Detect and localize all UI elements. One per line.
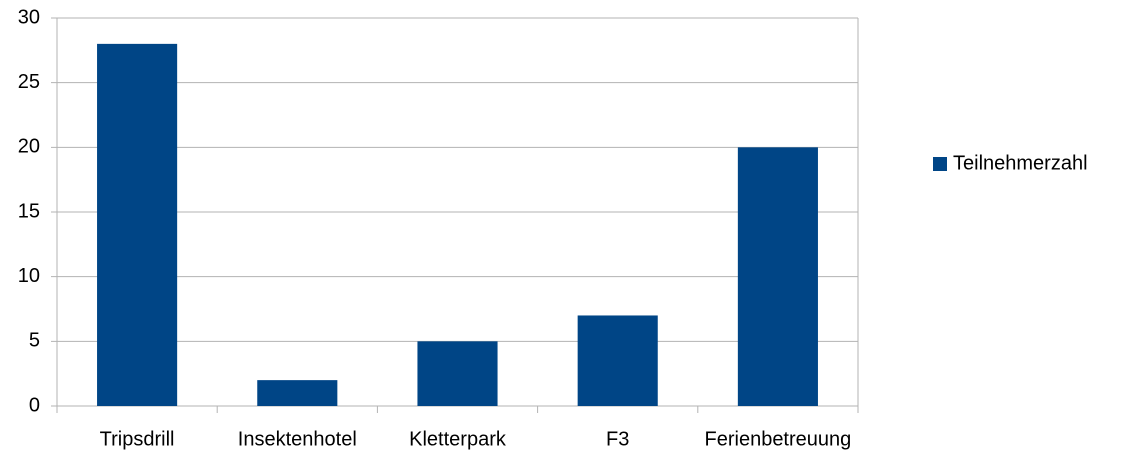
x-tick-label: Tripsdrill bbox=[100, 428, 175, 450]
y-tick-label: 15 bbox=[18, 200, 40, 222]
x-tick-label: Kletterpark bbox=[409, 428, 507, 450]
y-tick-label: 5 bbox=[29, 330, 40, 352]
y-tick-label: 10 bbox=[18, 265, 40, 287]
x-tick-label: Insektenhotel bbox=[238, 428, 357, 450]
y-tick-label: 25 bbox=[18, 71, 40, 93]
bar bbox=[417, 341, 498, 406]
legend-label: Teilnehmerzahl bbox=[953, 152, 1088, 174]
bar bbox=[737, 147, 818, 407]
y-tick-label: 20 bbox=[18, 136, 40, 158]
bar bbox=[97, 43, 178, 406]
y-tick-label: 0 bbox=[29, 394, 40, 416]
x-tick-label: Ferienbetreuung bbox=[705, 428, 852, 450]
x-tick-label: F3 bbox=[606, 428, 629, 450]
bar bbox=[577, 315, 658, 406]
bar bbox=[257, 380, 338, 406]
legend-swatch bbox=[933, 157, 947, 171]
legend: Teilnehmerzahl bbox=[933, 152, 1088, 174]
y-tick-label: 30 bbox=[18, 6, 40, 28]
